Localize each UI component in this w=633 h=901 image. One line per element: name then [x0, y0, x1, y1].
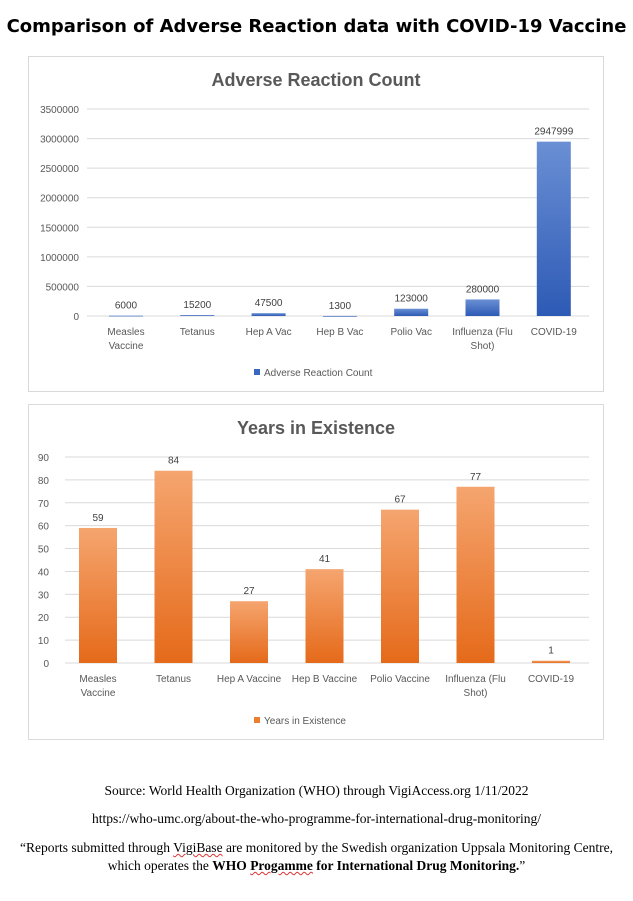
bar: [79, 527, 117, 663]
quote-part2: are monitored by the Swedish organizatio…: [222, 840, 613, 855]
x-tick-label: Vaccine: [81, 688, 116, 699]
x-tick-label: Shot): [471, 341, 495, 352]
y-tick-label: 50: [38, 545, 50, 556]
data-label: 1300: [329, 301, 352, 312]
page-title: Comparison of Adverse Reaction data with…: [6, 16, 627, 37]
bar: [251, 313, 286, 316]
quote-end: ”: [519, 858, 526, 873]
y-tick-label: 3500000: [40, 105, 79, 116]
y-tick-label: 2500000: [40, 164, 79, 175]
adverse-reaction-chart: Adverse Reaction Count 0 500000 1000000 1500…: [28, 56, 604, 392]
source-url[interactable]: https://who-umc.org/about-the-who-progra…: [92, 811, 541, 826]
data-label: 84: [168, 456, 180, 467]
source-text: Source: World Health Organization (WHO) …: [104, 783, 529, 798]
y-tick-label: 70: [38, 499, 50, 510]
quote-part1: “Reports submitted through: [20, 840, 174, 855]
x-tick-label: COVID-19: [528, 674, 575, 685]
y-tick-label: 3000000: [40, 135, 79, 146]
y-tick-label: 90: [38, 453, 50, 464]
y-tick-label: 30: [38, 590, 50, 601]
y-tick-label: 0: [73, 312, 79, 323]
data-label: 27: [243, 586, 255, 597]
bar: [536, 141, 571, 316]
x-tick-label: Hep B Vaccine: [292, 674, 358, 685]
x-tick-label: Hep A Vaccine: [217, 674, 282, 685]
data-label: 41: [319, 554, 331, 565]
y-tick-label: 1500000: [40, 223, 79, 234]
y-tick-label: 80: [38, 476, 50, 487]
adverse-reaction-chart-svg: Adverse Reaction Count 0 500000 1000000 1500…: [40, 70, 589, 379]
x-tick-label: Measles: [107, 327, 144, 338]
y-tick-label: 1000000: [40, 253, 79, 264]
x-tick-label: Influenza (Flu: [452, 327, 513, 338]
x-tick-label: Polio Vac: [390, 327, 432, 338]
quote-line2: which operates the: [107, 858, 213, 873]
bar: [394, 308, 429, 316]
data-label: 1: [548, 646, 554, 657]
data-label: 6000: [115, 301, 138, 312]
data-label: 123000: [395, 294, 429, 305]
y-tick-label: 40: [38, 567, 50, 578]
data-label: 280000: [466, 284, 500, 295]
y-tick-label: 500000: [46, 282, 80, 293]
x-tick-label: Vaccine: [109, 341, 144, 352]
quote-vigibase: VigiBase: [173, 840, 223, 855]
quote-progamme: Progamme: [250, 858, 313, 873]
chart-title: Adverse Reaction Count: [211, 70, 420, 90]
data-label: 77: [470, 472, 482, 483]
legend-label: Years in Existence: [264, 716, 346, 727]
x-tick-label: COVID-19: [531, 327, 578, 338]
x-tick-label: Influenza (Flu: [445, 674, 506, 685]
bar: [230, 601, 268, 663]
bar: [322, 315, 357, 317]
y-tick-label: 60: [38, 522, 50, 533]
data-label: 67: [394, 495, 406, 506]
quote-bold-rest: for International Drug Monitoring.: [312, 858, 520, 873]
years-in-existence-chart: Years in Existence 0 10 20 30 40 50 60 70 80 90 59 M…: [28, 404, 604, 740]
legend-swatch: [254, 717, 260, 723]
bar: [305, 569, 344, 663]
bar: [381, 509, 419, 663]
y-tick-label: 0: [43, 659, 49, 670]
x-tick-label: Tetanus: [156, 674, 191, 685]
x-tick-label: Polio Vaccine: [370, 674, 430, 685]
legend-swatch: [254, 369, 260, 375]
quote-who: WHO: [212, 858, 251, 873]
y-tick-label: 20: [38, 613, 50, 624]
x-tick-label: Hep A Vac: [246, 327, 292, 338]
bar: [109, 315, 143, 317]
y-tick-label: 2000000: [40, 194, 79, 205]
bar: [532, 660, 570, 663]
bar: [465, 299, 500, 316]
x-tick-label: Measles: [79, 674, 116, 685]
bar: [154, 470, 193, 663]
y-tick-label: 10: [38, 636, 50, 647]
bar: [456, 486, 495, 663]
data-label: 59: [92, 513, 104, 524]
x-tick-label: Shot): [464, 688, 488, 699]
chart-title: Years in Existence: [237, 418, 395, 438]
legend-label: Adverse Reaction Count: [264, 368, 373, 379]
x-tick-label: Hep B Vac: [316, 327, 363, 338]
x-tick-label: Tetanus: [180, 327, 215, 338]
data-label: 47500: [255, 298, 283, 309]
bar: [180, 315, 215, 316]
data-label: 2947999: [534, 127, 573, 138]
data-label: 15200: [183, 300, 211, 311]
quote-text: “Reports submitted through VigiBase are …: [0, 839, 633, 875]
years-in-existence-chart-svg: Years in Existence 0 10 20 30 40 50 60 70 80 90 59 M…: [38, 418, 589, 727]
